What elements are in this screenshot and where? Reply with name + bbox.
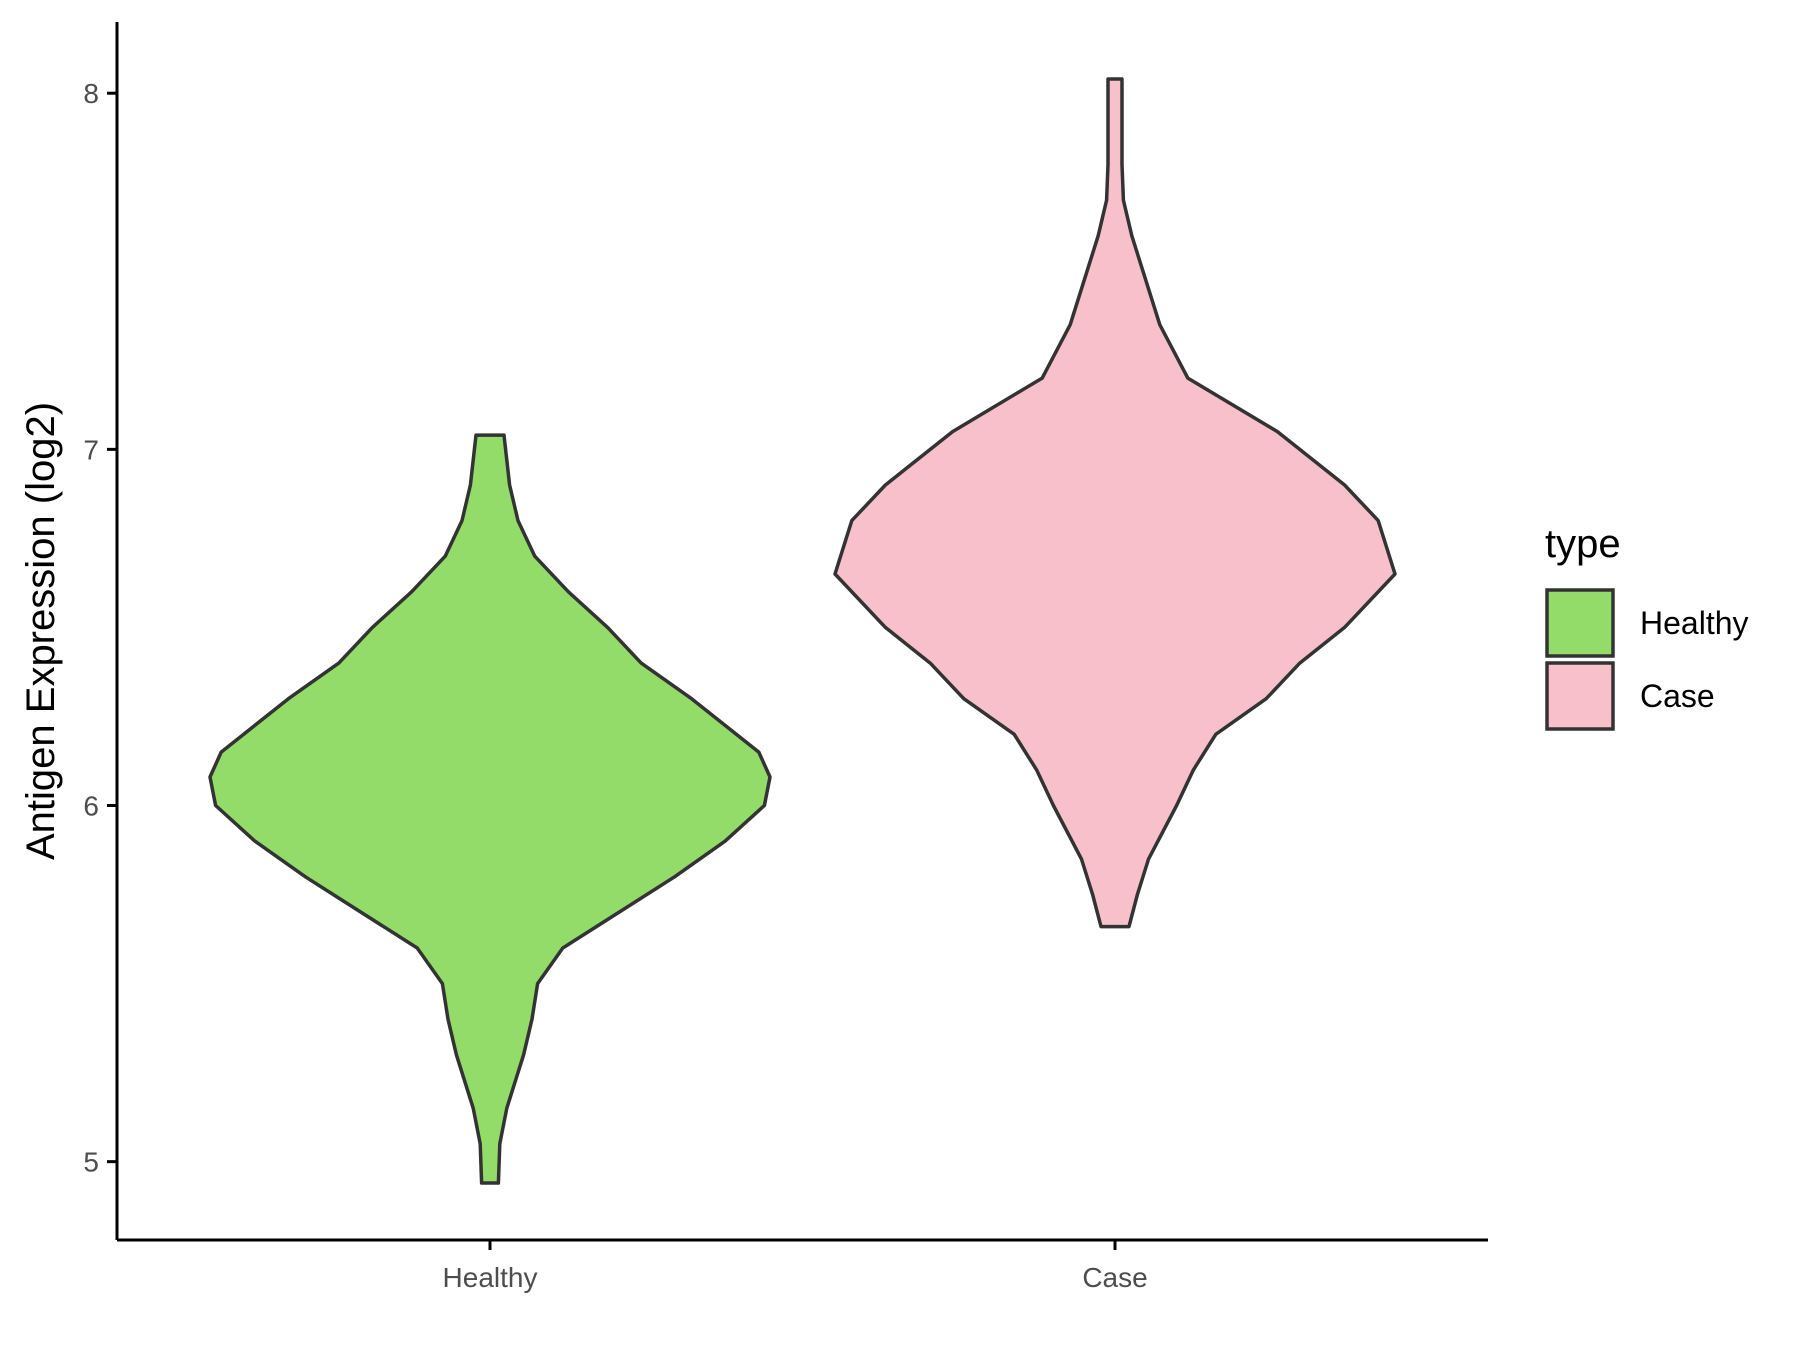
y-ticks-group: 5 6 7 8	[83, 78, 117, 1178]
violin-case	[833, 77, 1397, 929]
x-tick-label: Healthy	[443, 1262, 538, 1293]
y-tick-label: 7	[83, 434, 99, 465]
x-tick-label: Case	[1082, 1262, 1147, 1293]
legend-title: type	[1545, 522, 1621, 566]
y-tick-label: 5	[83, 1147, 99, 1178]
y-tick-label: 8	[83, 78, 99, 109]
legend: type Healthy Case	[1545, 522, 1749, 731]
legend-swatch-healthy	[1545, 588, 1615, 658]
legend-label-healthy: Healthy	[1640, 605, 1749, 641]
violins-group	[208, 77, 1397, 1185]
legend-swatch-case	[1545, 661, 1615, 731]
x-ticks-group: Healthy Case	[443, 1240, 1148, 1293]
y-axis-title: Antigen Expression (log2)	[19, 402, 63, 860]
y-tick-label: 6	[83, 791, 99, 822]
violin-healthy	[208, 433, 772, 1185]
legend-label-case: Case	[1640, 678, 1715, 714]
